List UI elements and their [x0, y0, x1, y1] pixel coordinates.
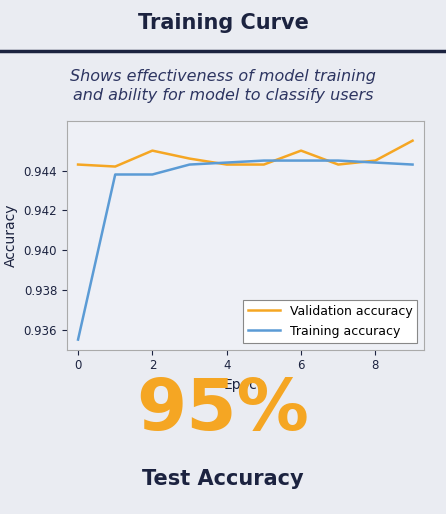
Validation accuracy	[373, 157, 378, 163]
Validation accuracy	[187, 156, 192, 162]
Training accuracy	[150, 171, 155, 177]
Training accuracy	[335, 157, 341, 163]
Training accuracy	[224, 159, 229, 166]
Validation accuracy	[335, 161, 341, 168]
Training accuracy	[187, 161, 192, 168]
Training accuracy	[75, 337, 81, 343]
X-axis label: Epoch: Epoch	[224, 378, 267, 392]
Text: Test Accuracy: Test Accuracy	[142, 469, 304, 489]
Y-axis label: Accuracy: Accuracy	[4, 204, 18, 267]
Line: Validation accuracy: Validation accuracy	[78, 141, 413, 167]
Validation accuracy	[75, 161, 81, 168]
Training accuracy	[410, 161, 415, 168]
Validation accuracy	[298, 148, 304, 154]
Line: Training accuracy: Training accuracy	[78, 160, 413, 340]
Validation accuracy	[112, 163, 118, 170]
Training accuracy	[112, 171, 118, 177]
Text: Training Curve: Training Curve	[137, 13, 309, 33]
Validation accuracy	[410, 138, 415, 144]
Validation accuracy	[261, 161, 267, 168]
Validation accuracy	[224, 161, 229, 168]
Validation accuracy	[150, 148, 155, 154]
Legend: Validation accuracy, Training accuracy: Validation accuracy, Training accuracy	[244, 300, 417, 343]
Text: Shows effectiveness of model training
and ability for model to classify users: Shows effectiveness of model training an…	[70, 69, 376, 103]
Training accuracy	[373, 159, 378, 166]
Text: 95%: 95%	[136, 376, 310, 445]
Training accuracy	[298, 157, 304, 163]
Training accuracy	[261, 157, 267, 163]
